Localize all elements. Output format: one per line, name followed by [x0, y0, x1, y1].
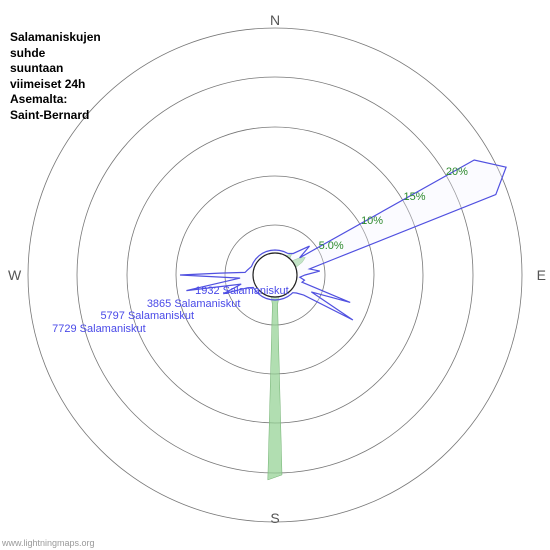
source-footer: www.lightningmaps.org	[2, 538, 95, 548]
ring-pct-label: 15%	[404, 191, 426, 203]
ring-strike-label: 5797 Salamaniskut	[100, 310, 194, 322]
ring-pct-label: 20%	[446, 166, 468, 178]
chart-title: Salamaniskujen suhde suuntaan viimeiset …	[10, 30, 101, 124]
cardinal-n: N	[270, 12, 280, 28]
cardinal-s: S	[270, 510, 279, 526]
ring-pct-label: 5.0%	[319, 240, 344, 252]
ring-strike-label: 7729 Salamaniskut	[52, 323, 146, 335]
ring-pct-label: 10%	[361, 215, 383, 227]
ring-strike-label: 1932 Salamaniskut	[195, 285, 289, 297]
cardinal-w: W	[8, 267, 21, 283]
cardinal-e: E	[537, 267, 546, 283]
ring-strike-label: 3865 Salamaniskut	[147, 298, 241, 310]
